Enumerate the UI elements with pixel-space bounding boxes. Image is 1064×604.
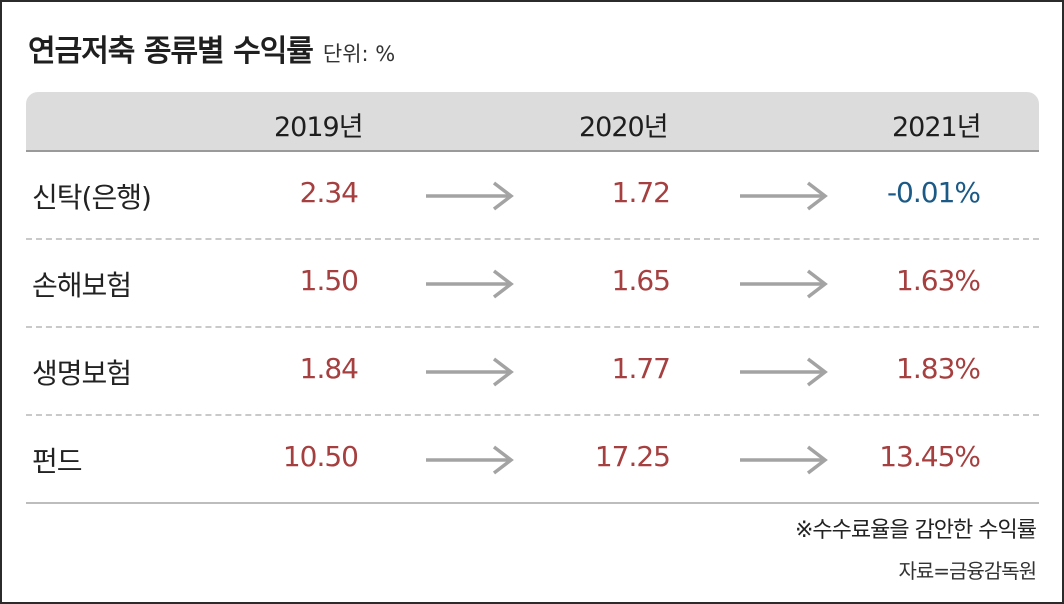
arrow-icon: [424, 355, 516, 393]
value-2020: 1.65: [611, 264, 671, 297]
title-row: 연금저축 종류별 수익률 단위: %: [28, 26, 395, 70]
value-2020: 17.25: [594, 440, 671, 473]
value-2019: 1.84: [299, 352, 359, 385]
arrow-icon: [738, 355, 830, 393]
arrow-icon: [424, 267, 516, 305]
arrow-icon: [738, 179, 830, 217]
column-header-2021: 2021년: [892, 112, 982, 143]
row-category: 생명보험: [32, 357, 132, 390]
arrow-icon: [424, 443, 516, 481]
arrow-icon: [424, 179, 516, 217]
row-category: 손해보험: [32, 269, 132, 302]
table-row: 신탁(은행) 2.34 1.72 -0.01%: [26, 152, 1039, 240]
value-2019: 1.50: [299, 264, 359, 297]
row-category: 펀드: [32, 445, 83, 478]
value-2020: 1.77: [611, 352, 671, 385]
value-2021: 1.63%: [896, 264, 981, 297]
value-2021: -0.01%: [886, 176, 981, 209]
table-row: 펀드 10.50 17.25 13.45%: [26, 416, 1039, 504]
value-2020: 1.72: [611, 176, 671, 209]
arrow-icon: [738, 267, 830, 305]
arrow-icon: [738, 443, 830, 481]
row-category: 신탁(은행): [32, 181, 152, 214]
unit-label: 단위: %: [322, 42, 396, 66]
value-2019: 10.50: [282, 440, 359, 473]
source-credit: 자료=금융감독원: [898, 559, 1037, 583]
footnote: ※수수료율을 감안한 수익률: [794, 518, 1037, 543]
table-row: 생명보험 1.84 1.77 1.83%: [26, 328, 1039, 416]
value-2021: 13.45%: [879, 440, 981, 473]
chart-title: 연금저축 종류별 수익률: [28, 34, 314, 69]
value-2019: 2.34: [299, 176, 359, 209]
value-2021: 1.83%: [896, 352, 981, 385]
column-header-2019: 2019년: [274, 112, 364, 143]
table-header: 2019년 2020년 2021년: [26, 92, 1039, 152]
column-header-2020: 2020년: [579, 112, 669, 143]
table-row: 손해보험 1.50 1.65 1.63%: [26, 240, 1039, 328]
